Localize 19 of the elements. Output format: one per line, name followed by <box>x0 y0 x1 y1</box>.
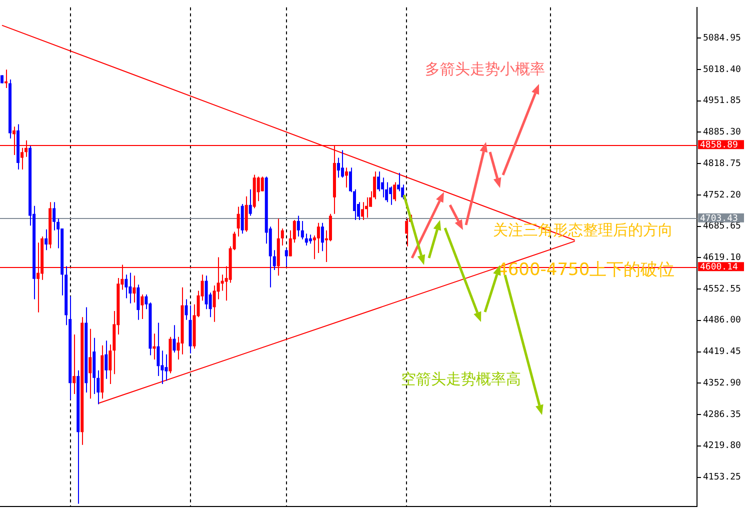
y-tick-label: 4951.85 <box>703 96 741 106</box>
y-tick-label: 4685.65 <box>703 222 741 232</box>
y-tick-label: 4552.55 <box>703 284 741 294</box>
y-tick-label: 5018.40 <box>703 64 741 75</box>
y-tick-label: 4219.80 <box>703 441 741 452</box>
ref-line-label: 4600.14 <box>700 262 738 272</box>
y-tick-label: 4752.20 <box>703 190 741 200</box>
y-tick-label: 4818.75 <box>703 158 741 169</box>
y-tick-label: 5084.95 <box>703 33 741 44</box>
y-tick-label: 4153.25 <box>703 472 741 483</box>
y-tick-label: 4352.90 <box>703 378 741 388</box>
annotation: 空箭头走势概率高 <box>401 370 521 388</box>
y-tick-label: 4286.35 <box>703 410 741 420</box>
y-tick-label: 4419.45 <box>703 347 741 358</box>
ref-line-label: 4858.89 <box>700 140 738 150</box>
annotation: 多箭头走势小概率 <box>425 60 545 78</box>
y-tick-label: 4619.10 <box>703 253 741 264</box>
y-tick-label: 4885.30 <box>703 128 741 138</box>
y-tick-label: 4486.00 <box>703 316 741 326</box>
